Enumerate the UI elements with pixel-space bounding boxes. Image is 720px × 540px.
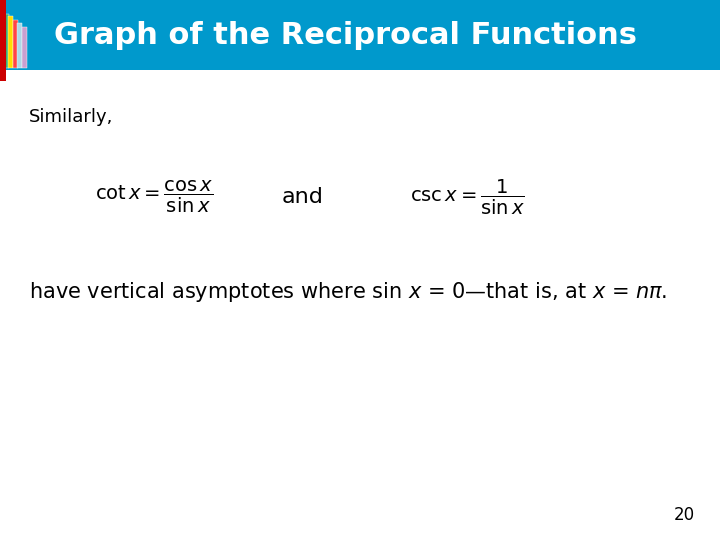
Bar xyxy=(22,27,27,68)
Text: have vertical asymptotes where sin $x$ = 0—that is, at $x$ = $n\pi$.: have vertical asymptotes where sin $x$ =… xyxy=(29,280,667,303)
Text: $\csc x = \dfrac{1}{\sin x}$: $\csc x = \dfrac{1}{\sin x}$ xyxy=(410,178,526,217)
Bar xyxy=(0,0,720,70)
Text: $\cot x = \dfrac{\cos x}{\sin x}$: $\cot x = \dfrac{\cos x}{\sin x}$ xyxy=(96,179,214,215)
Text: and: and xyxy=(282,187,323,207)
Bar xyxy=(8,16,13,68)
Bar xyxy=(0,0,6,81)
Text: Graph of the Reciprocal Functions: Graph of the Reciprocal Functions xyxy=(54,21,637,50)
Text: Similarly,: Similarly, xyxy=(29,108,113,126)
Bar xyxy=(13,20,18,68)
Bar xyxy=(4,14,9,68)
Text: 20: 20 xyxy=(674,506,695,524)
Bar xyxy=(17,23,22,68)
